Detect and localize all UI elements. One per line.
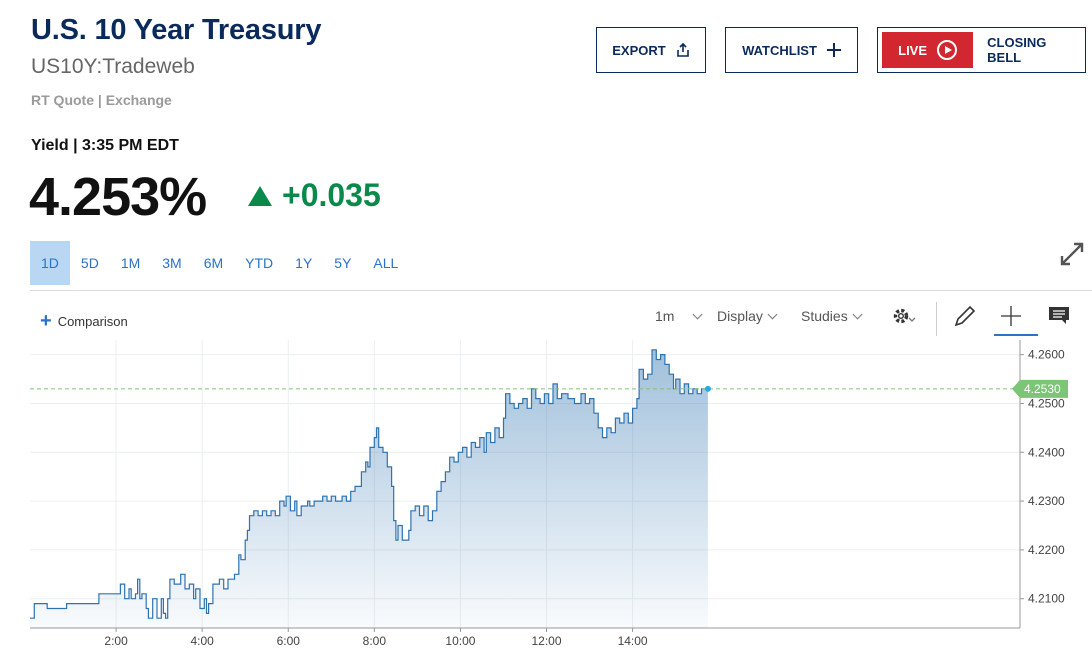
export-button[interactable]: EXPORT — [596, 27, 706, 73]
studies-label: Studies — [801, 308, 848, 324]
interval-label: 1m — [655, 308, 675, 324]
display-label: Display — [717, 308, 763, 324]
x-tick-label: 4:00 — [190, 634, 214, 648]
y-tick-label: 4.2200 — [1028, 543, 1065, 557]
crosshair-icon[interactable] — [998, 303, 1024, 329]
page-title: U.S. 10 Year Treasury — [31, 14, 322, 46]
last-price-label: 4.2530 — [1024, 382, 1061, 396]
quote-source: RT Quote | Exchange — [31, 92, 172, 108]
y-tick-label: 4.2300 — [1028, 494, 1065, 508]
comment-icon[interactable] — [1046, 303, 1072, 329]
pencil-icon[interactable] — [952, 303, 978, 329]
price-change-value: +0.035 — [282, 177, 381, 213]
studies-dropdown[interactable]: Studies — [801, 308, 863, 324]
chart-panel — [30, 290, 1092, 660]
range-all[interactable]: ALL — [373, 255, 399, 271]
crosshair-active-indicator — [994, 334, 1038, 336]
x-tick-label: 14:00 — [618, 634, 648, 648]
range-5y[interactable]: 5Y — [334, 255, 352, 271]
live-closing-bell-button[interactable]: LIVE CLOSING BELL — [877, 27, 1086, 73]
series-area — [30, 349, 708, 628]
comparison-button[interactable]: + Comparison — [40, 311, 128, 331]
range-6m[interactable]: 6M — [203, 255, 224, 271]
x-tick-label: 10:00 — [445, 634, 475, 648]
yield-time-label: Yield | 3:35 PM EDT — [31, 137, 179, 154]
live-tag: LIVE — [882, 32, 974, 68]
x-tick-label: 2:00 — [104, 634, 128, 648]
x-tick-label: 12:00 — [532, 634, 562, 648]
interval-dropdown[interactable]: 1m — [655, 308, 703, 324]
x-tick-label: 6:00 — [277, 634, 301, 648]
watchlist-label: WATCHLIST — [742, 42, 817, 58]
up-arrow-icon — [248, 185, 272, 206]
x-tick-label: 8:00 — [363, 634, 387, 648]
watchlist-button[interactable]: WATCHLIST — [725, 27, 858, 73]
range-1m[interactable]: 1M — [120, 255, 141, 271]
expand-icon[interactable] — [1058, 240, 1086, 268]
range-1y[interactable]: 1Y — [295, 255, 313, 271]
export-label: EXPORT — [612, 42, 666, 58]
range-selector: 1D 5D 1M 3M 6M YTD 1Y 5Y ALL — [30, 241, 409, 285]
range-1d[interactable]: 1D — [30, 241, 70, 285]
range-5d[interactable]: 5D — [80, 255, 99, 271]
series-line — [30, 349, 708, 619]
last-price-tag — [1012, 379, 1068, 398]
play-icon — [937, 40, 958, 60]
y-tick-label: 4.2500 — [1028, 396, 1065, 410]
gear-icon[interactable] — [890, 303, 916, 329]
y-tick-label: 4.2400 — [1028, 445, 1065, 459]
range-ytd[interactable]: YTD — [245, 255, 274, 271]
last-point-marker — [704, 385, 711, 392]
plus-icon: + — [40, 310, 52, 332]
display-dropdown[interactable]: Display — [717, 308, 778, 324]
y-tick-label: 4.2100 — [1028, 592, 1065, 606]
range-3m[interactable]: 3M — [162, 255, 182, 271]
price-value: 4.253% — [29, 167, 207, 227]
plus-icon — [826, 43, 841, 57]
export-icon — [676, 43, 689, 57]
comparison-label: Comparison — [57, 313, 128, 329]
y-tick-label: 4.2600 — [1028, 348, 1065, 362]
closing-bell-label: CLOSING BELL — [987, 35, 1047, 65]
symbol-label: US10Y:Tradeweb — [31, 55, 195, 78]
toolbar-divider — [936, 302, 937, 336]
price-change: +0.035 — [248, 177, 381, 214]
live-label: LIVE — [898, 42, 928, 58]
